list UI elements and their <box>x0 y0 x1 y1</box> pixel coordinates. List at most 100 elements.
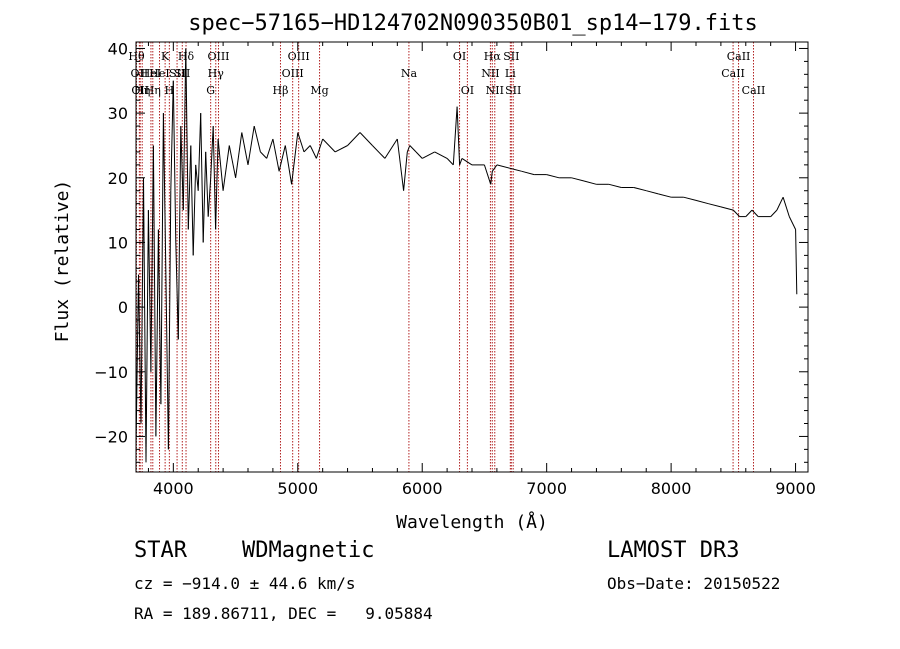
line-marker-label-26: SII <box>503 50 519 63</box>
line-marker-label-4: HeI <box>141 67 161 80</box>
x-tick-label-1: 5000 <box>277 479 318 498</box>
spectrum-segment-16 <box>175 242 179 340</box>
y-axis-label: Flux (relative) <box>52 180 73 343</box>
spectrum-segment-89 <box>695 199 709 205</box>
spectrum-segment-48 <box>303 145 311 153</box>
spectrum-segment-3 <box>143 177 147 463</box>
x-tick-label-0: 4000 <box>153 479 194 498</box>
line-marker-label-10: SII <box>174 67 190 80</box>
coords-text: RA = 189.86711, DEC = 9.05884 <box>134 604 433 623</box>
spectrum-segment-35 <box>222 145 230 191</box>
spectrum-segment-43 <box>272 138 280 172</box>
line-marker-label-12: G <box>206 84 215 97</box>
line-marker-label-5: Hη <box>145 84 161 97</box>
spectrum-segment-51 <box>322 138 336 153</box>
y-axis-ticks: −20 −10 0 10 20 30 40 <box>94 39 808 463</box>
spectrum-segment-5 <box>147 210 152 372</box>
spectrum-segment-32 <box>215 138 219 230</box>
spectrum-segment-54 <box>359 132 373 146</box>
spectrum-segment-63 <box>434 151 448 159</box>
x-tick-label-3: 7000 <box>526 479 567 498</box>
spectrum-segment-21 <box>187 145 192 230</box>
spectrum-segment-57 <box>396 138 405 191</box>
obs-date-text: Obs−Date: 20150522 <box>607 574 781 593</box>
line-marker-label-15: Hβ <box>273 84 289 97</box>
line-marker-label-24: NII <box>486 84 504 97</box>
spectrum-segment-56 <box>384 138 398 159</box>
spectrum-segment-68 <box>461 157 473 166</box>
line-marker-label-8: H <box>165 84 175 97</box>
spectrum-segment-82 <box>608 183 622 188</box>
redshift-text: cz = −914.0 ± 44.6 km/s <box>134 574 356 593</box>
spectrum-segment-79 <box>571 177 585 182</box>
line-marker-label-21: OI <box>461 84 474 97</box>
spectrum-segment-77 <box>546 174 560 179</box>
y-tick-label-6: 40 <box>108 39 128 58</box>
spectrum-segment-66 <box>456 106 461 165</box>
spectrum-segment-30 <box>210 126 214 178</box>
x-tick-label-5: 9000 <box>775 479 816 498</box>
spectrum-segment-6 <box>150 145 154 372</box>
spectrum-segment-25 <box>197 113 202 191</box>
spectrum-segment-47 <box>297 132 305 153</box>
object-class: STAR <box>134 538 187 563</box>
line-markers <box>135 42 754 472</box>
line-marker-label-28: CaII <box>721 67 745 80</box>
spectrum-segment-18 <box>180 126 184 211</box>
spectrum-segment-37 <box>235 132 243 178</box>
survey-name: LAMOST DR3 <box>607 538 740 563</box>
x-axis-ticks: 4000 5000 6000 7000 8000 9000 <box>147 42 816 498</box>
spectrum-segment-20 <box>185 48 189 230</box>
y-tick-label-1: −10 <box>94 363 128 382</box>
spectrum-segment-86 <box>658 193 672 198</box>
spectrum-segment-95 <box>751 209 759 217</box>
spectrum-segment-27 <box>202 151 207 243</box>
spectrum-segment-22 <box>190 145 194 256</box>
line-marker-label-18: Mg <box>310 84 328 97</box>
chart-title: spec−57165−HD124702N090350B01_sp14−179.f… <box>188 11 758 36</box>
spectrum-segment-100 <box>788 216 797 230</box>
spectrum-segment-39 <box>247 126 255 165</box>
x-tick-label-4: 8000 <box>651 479 692 498</box>
x-axis-label: Wavelength (Å) <box>396 511 548 533</box>
spectrum-segment-4 <box>145 210 149 463</box>
spectrum-segment-1 <box>138 274 142 424</box>
y-tick-label-0: −20 <box>94 427 128 446</box>
spectrum-segment-26 <box>200 113 204 243</box>
spectrum-segment-92 <box>732 209 740 217</box>
line-marker-label-1: OII <box>131 67 149 80</box>
spectrum-series <box>135 48 798 463</box>
line-marker-label-25: Li <box>505 67 516 80</box>
line-marker-label-29: CaII <box>727 50 751 63</box>
y-tick-label-5: 30 <box>108 104 128 123</box>
spectrum-segment-62 <box>421 151 435 159</box>
spectrum-segment-13 <box>167 190 172 450</box>
spectrum-segment-71 <box>490 171 493 185</box>
x-tick-label-2: 6000 <box>402 479 443 498</box>
spectrum-segment-49 <box>309 145 317 159</box>
spectrum-segment-28 <box>205 151 209 217</box>
spectrum-segment-2 <box>140 177 144 424</box>
line-marker-label-13: Hγ <box>208 67 225 80</box>
spectrum-segment-61 <box>415 151 423 159</box>
line-marker-label-6: HeI <box>149 67 169 80</box>
spectrum-segment-85 <box>646 190 659 195</box>
spectrum-segment-65 <box>452 106 458 165</box>
spectrum-segment-8 <box>155 229 159 437</box>
spectrum-segment-12 <box>165 274 169 450</box>
spectrum-segment-34 <box>220 164 224 191</box>
spectrum-segment-74 <box>509 167 522 172</box>
spectrum-segment-91 <box>720 206 734 211</box>
spectrum-segment-59 <box>406 145 411 153</box>
spectrum-segment-101 <box>795 229 798 295</box>
line-marker-label-7: K <box>161 50 170 63</box>
spectrum-segment-64 <box>446 158 454 166</box>
line-marker-label-19: Na <box>401 67 418 80</box>
line-marker-label-22: NII <box>481 67 499 80</box>
line-marker-label-14: OIII <box>207 50 229 63</box>
spectrum-segment-53 <box>347 132 361 146</box>
line-marker-label-17: OIII <box>288 50 310 63</box>
spectrum-segment-58 <box>403 151 408 191</box>
spectrum-segment-72 <box>491 164 498 172</box>
spectrum-segment-10 <box>160 113 164 405</box>
